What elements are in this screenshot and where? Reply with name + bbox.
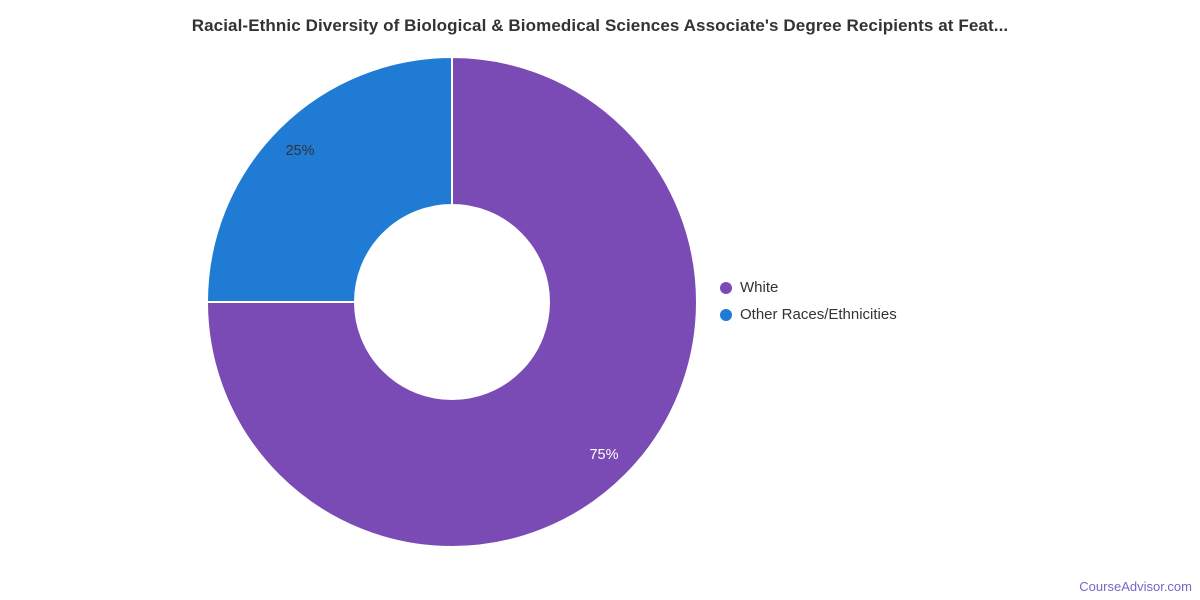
pie-slice-white[interactable] (206, 56, 698, 548)
courseadvisor-watermark-link[interactable]: CourseAdvisor.com (1079, 579, 1192, 594)
legend-label-other: Other Races/Ethnicities (740, 306, 897, 323)
legend-item-white[interactable]: White (720, 277, 897, 298)
chart-title: Racial-Ethnic Diversity of Biological & … (191, 16, 1009, 35)
legend-item-other[interactable]: Other Races/Ethnicities (720, 304, 897, 325)
slice-value-label: 25% (285, 143, 314, 159)
legend-marker-other-icon (720, 308, 732, 321)
legend: White Other Races/Ethnicities (720, 277, 897, 331)
pie-slice-other-races-ethnicities[interactable] (206, 56, 453, 303)
legend-label-white: White (740, 279, 779, 296)
legend-marker-white-icon (720, 281, 732, 294)
slice-value-label: 75% (589, 447, 618, 463)
